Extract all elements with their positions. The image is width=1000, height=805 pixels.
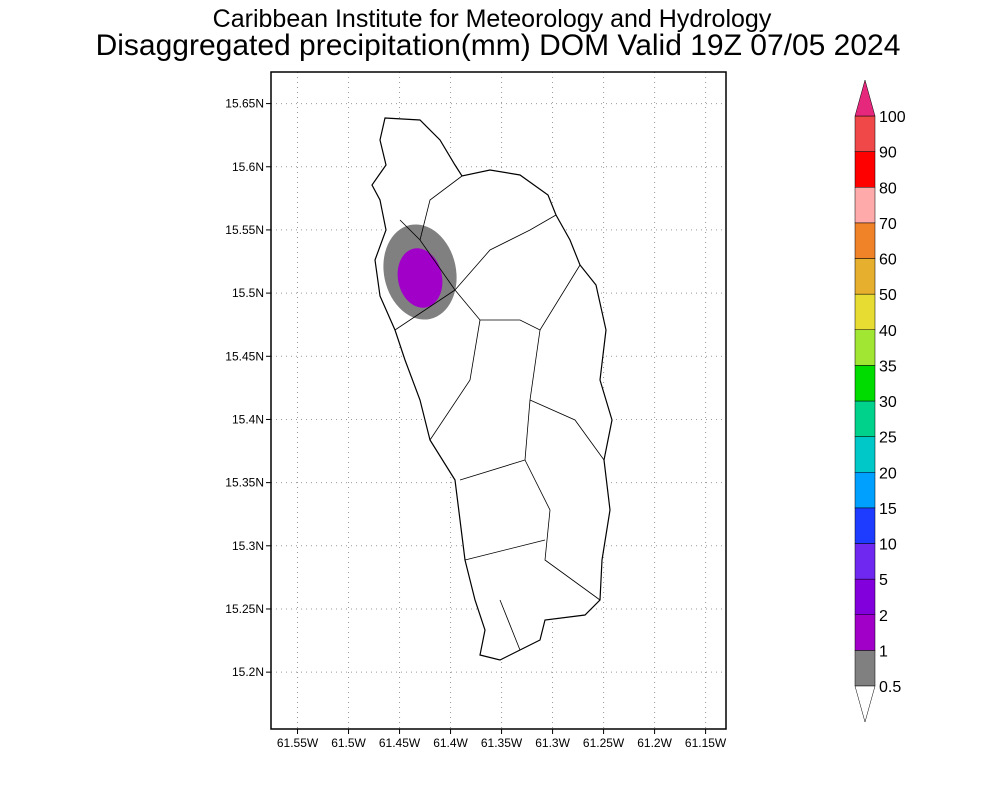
- colorbar-under: [854, 685, 876, 723]
- colorbar-label: 30: [879, 394, 897, 411]
- colorbar-label: 5: [879, 572, 888, 589]
- map-frame: [270, 71, 727, 730]
- colorbar-box: [854, 400, 876, 437]
- colorbar-box: [854, 507, 876, 544]
- colorbar-box: [854, 151, 876, 188]
- colorbar-over: [854, 79, 876, 117]
- y-tick-label: 15.6N: [232, 160, 264, 174]
- x-tick-label: 61.4W: [433, 736, 468, 750]
- colorbar-box: [854, 650, 876, 687]
- subtitle: Disaggregated precipitation(mm) DOM Vali…: [96, 29, 901, 62]
- y-tick-label: 15.25N: [225, 602, 264, 616]
- colorbar-box: [854, 365, 876, 402]
- colorbar-label: 25: [879, 430, 897, 447]
- colorbar-label: 35: [879, 358, 897, 375]
- y-tick-label: 15.35N: [225, 476, 264, 490]
- colorbar-box: [854, 293, 876, 330]
- x-tick-label: 61.45W: [379, 736, 421, 750]
- colorbar-label: 40: [879, 323, 897, 340]
- x-tick-label: 61.15W: [685, 736, 727, 750]
- colorbar-label: 70: [879, 216, 897, 233]
- y-tick-label: 15.4N: [232, 412, 264, 426]
- colorbar-label: 60: [879, 252, 897, 269]
- colorbar-label: 20: [879, 465, 897, 482]
- x-tick-label: 61.2W: [637, 736, 672, 750]
- y-tick-label: 15.65N: [225, 97, 264, 111]
- colorbar-label: 15: [879, 501, 897, 518]
- colorbar-label: 0.5: [879, 679, 901, 696]
- colorbar-label: 100: [879, 109, 906, 126]
- island: [371, 117, 613, 661]
- colorbar-box: [854, 329, 876, 366]
- y-tick-label: 15.45N: [225, 349, 264, 363]
- colorbar-label: 80: [879, 180, 897, 197]
- x-tick-label: 61.3W: [535, 736, 570, 750]
- colorbar-box: [854, 614, 876, 651]
- x-tick-label: 61.25W: [583, 736, 625, 750]
- colorbar-label: 1: [879, 643, 888, 660]
- colorbar-box: [854, 436, 876, 473]
- colorbar-box: [854, 222, 876, 259]
- y-tick-label: 15.3N: [232, 539, 264, 553]
- island-outline: [371, 117, 613, 661]
- colorbar-box: [854, 258, 876, 295]
- y-tick-label: 15.5N: [232, 286, 264, 300]
- colorbar-box: [854, 578, 876, 615]
- colorbar-box: [854, 543, 876, 580]
- colorbar-label: 10: [879, 537, 897, 554]
- parish-lines: [394, 175, 605, 651]
- colorbar-label: 90: [879, 145, 897, 162]
- colorbar-label: 50: [879, 287, 897, 304]
- colorbar-box: [854, 115, 876, 152]
- colorbar-box: [854, 187, 876, 224]
- colorbar-box: [854, 472, 876, 509]
- y-tick-label: 15.2N: [232, 665, 264, 679]
- y-tick-label: 15.55N: [225, 223, 264, 237]
- x-tick-label: 61.55W: [277, 736, 319, 750]
- title: Caribbean Institute for Meteorology and …: [213, 5, 772, 33]
- precip-1-2: [397, 248, 443, 308]
- x-tick-label: 61.5W: [331, 736, 366, 750]
- x-tick-label: 61.35W: [481, 736, 523, 750]
- colorbar-label: 2: [879, 608, 888, 625]
